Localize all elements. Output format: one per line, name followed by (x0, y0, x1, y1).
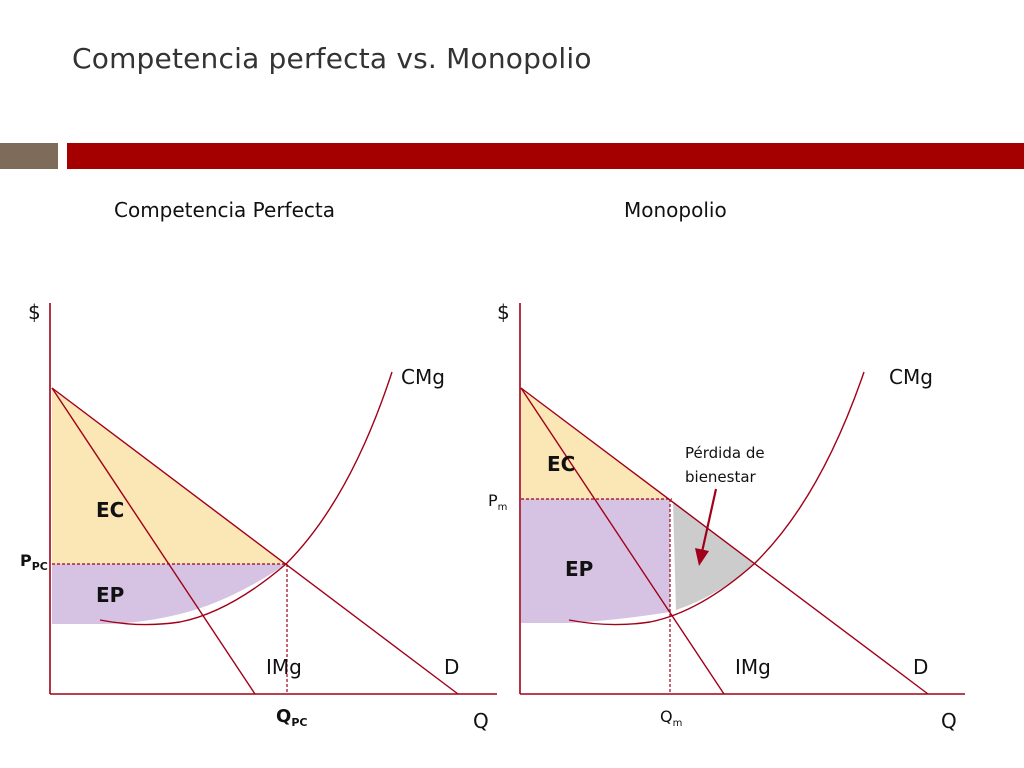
slide-title: Competencia perfecta vs. Monopolio (72, 42, 592, 75)
panel-title-perfect-competition: Competencia Perfecta (114, 198, 335, 222)
left-demand-curve (51, 387, 459, 695)
title-accent-bar-gray (0, 143, 58, 169)
left-marginal-revenue-curve (51, 387, 256, 695)
left-img-label: IMg (266, 655, 302, 679)
right-consumer-surplus-label: EC (547, 452, 575, 476)
title-accent-bar-red (67, 143, 1024, 169)
panel-title-monopoly: Monopolio (624, 198, 727, 222)
deadweight-label-line1: Pérdida de (685, 444, 765, 462)
left-marginal-cost-curve (99, 371, 393, 626)
left-price-label: PPC (20, 551, 48, 573)
right-demand-curve (520, 387, 929, 695)
right-producer-surplus-label: EP (565, 557, 593, 581)
right-marginal-revenue-curve (520, 387, 725, 695)
left-quantity-label: QPC (276, 706, 307, 729)
right-demand-label: D (913, 655, 928, 679)
right-cmg-label: CMg (889, 365, 933, 389)
deadweight-label-line2: bienestar (685, 468, 757, 486)
right-panel: $ CMg Pérdida de bienestar EC EP Pm IMg … (488, 300, 965, 733)
left-y-axis-label: $ (28, 300, 41, 324)
right-price-label: Pm (488, 491, 507, 513)
left-cmg-label: CMg (401, 365, 445, 389)
left-producer-surplus-area (52, 564, 286, 624)
left-demand-label: D (444, 655, 459, 679)
deadweight-arrow-head-icon (695, 548, 709, 566)
left-x-axis-label: Q (473, 709, 489, 733)
right-producer-surplus-area (521, 499, 670, 623)
right-marginal-cost-curve (568, 371, 865, 626)
left-producer-surplus-label: EP (96, 583, 124, 607)
right-quantity-label: Qm (660, 707, 682, 729)
right-y-axis-label: $ (497, 300, 510, 324)
left-consumer-surplus-label: EC (96, 498, 124, 522)
right-x-axis-label: Q (941, 709, 957, 733)
left-panel: $ CMg EC EP PPC IMg D QPC Q (20, 300, 497, 733)
deadweight-loss-area (673, 501, 754, 610)
right-img-label: IMg (735, 655, 771, 679)
deadweight-arrow (700, 488, 718, 553)
